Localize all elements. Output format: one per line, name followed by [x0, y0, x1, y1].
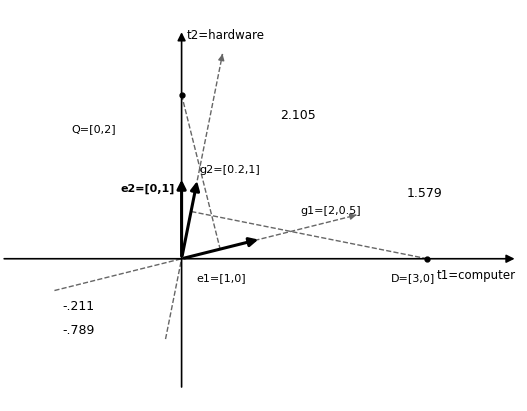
Text: e2=[0,1]: e2=[0,1] — [121, 184, 175, 194]
Text: g2=[0.2,1]: g2=[0.2,1] — [200, 165, 260, 175]
Text: g1=[2,0.5]: g1=[2,0.5] — [300, 206, 361, 216]
Text: -.789: -.789 — [63, 324, 95, 337]
Text: Q=[0,2]: Q=[0,2] — [71, 124, 115, 134]
Text: D=[3,0]: D=[3,0] — [391, 273, 435, 284]
Text: t1=computer: t1=computer — [437, 268, 516, 282]
Text: t2=hardware: t2=hardware — [187, 30, 265, 42]
Text: e1=[1,0]: e1=[1,0] — [197, 273, 246, 284]
Text: -.211: -.211 — [63, 300, 95, 313]
Text: 1.579: 1.579 — [407, 187, 443, 200]
Text: 2.105: 2.105 — [280, 109, 316, 122]
